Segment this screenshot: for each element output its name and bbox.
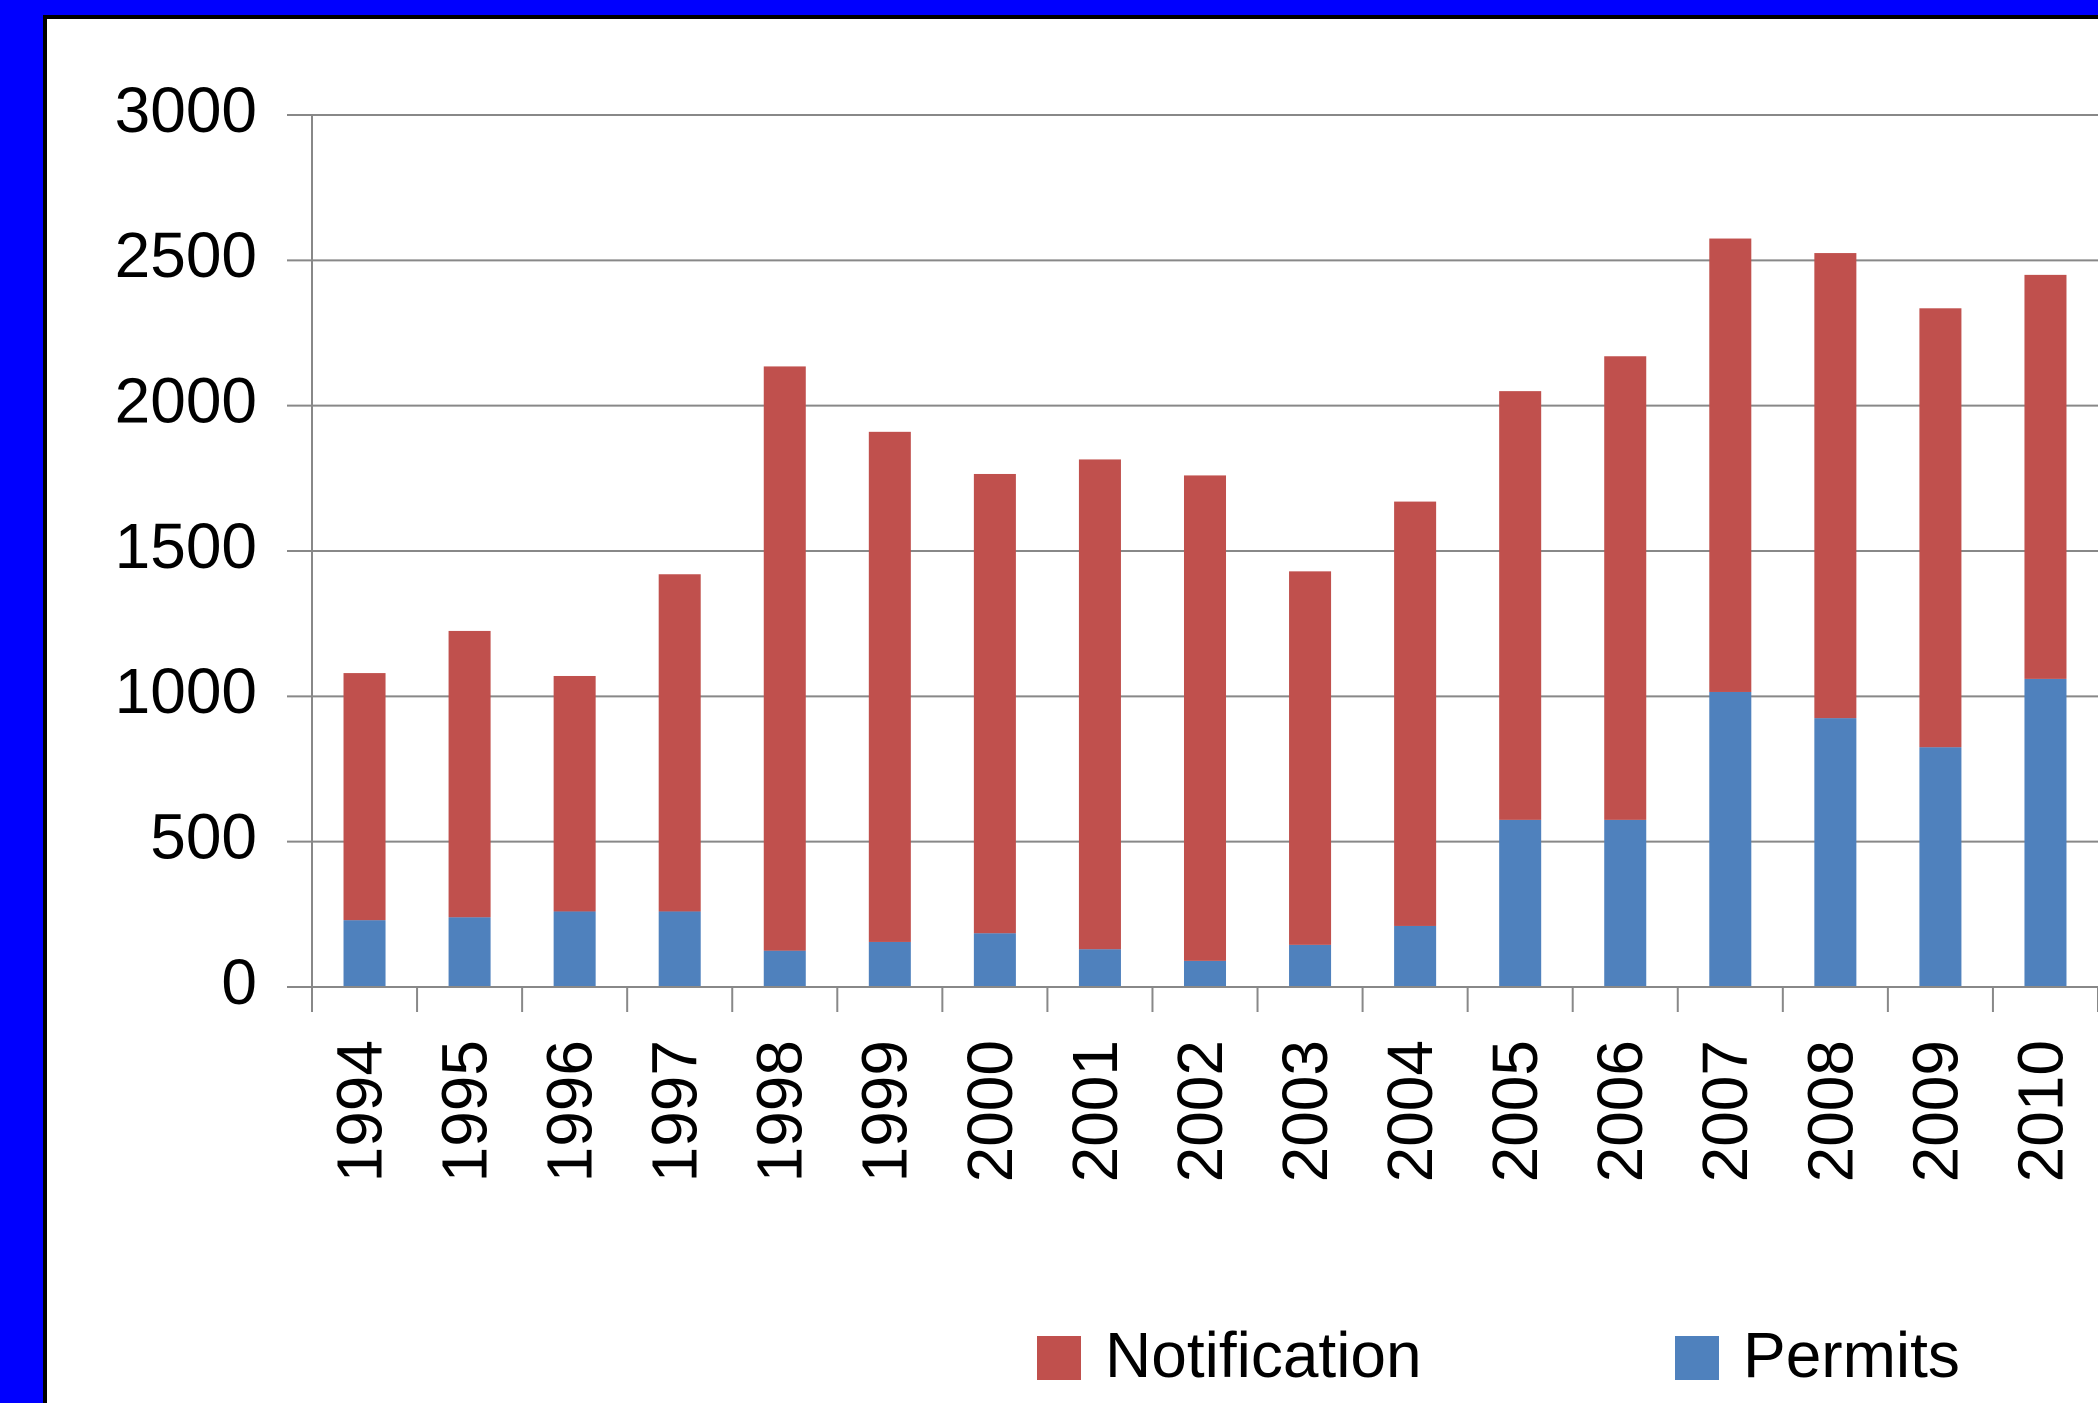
legend-label: Notification [1105, 1319, 1422, 1391]
bar-segment [1078, 459, 1121, 950]
bar-segment [973, 473, 1016, 934]
legend-swatch [1675, 1336, 1719, 1380]
bar-segment [658, 911, 701, 987]
x-tick-label: 1994 [323, 1040, 395, 1182]
bar-segment [1709, 238, 1752, 692]
y-tick-label: 2000 [115, 365, 257, 437]
x-tick-label: 2006 [1584, 1040, 1656, 1182]
bar-segment [763, 366, 806, 951]
bar-segment [1394, 925, 1437, 987]
bar-segment [763, 950, 806, 987]
bar-segment [448, 917, 491, 987]
bar-segment [1814, 253, 1857, 719]
bar-segment [868, 941, 911, 987]
legend-label: Permits [1743, 1319, 1960, 1391]
bar-segment [1814, 718, 1857, 987]
y-tick-label: 1500 [115, 510, 257, 582]
bar-segment [2024, 274, 2067, 679]
legend-swatch [1037, 1336, 1081, 1380]
chart-panel [43, 15, 2098, 1403]
x-tick-label: 2001 [1059, 1040, 1131, 1182]
x-tick-label: 1996 [534, 1040, 606, 1182]
x-tick-label: 2010 [2004, 1040, 2076, 1182]
y-tick-label: 2500 [115, 219, 257, 291]
bar-segment [1499, 819, 1542, 987]
bar-segment [1604, 356, 1647, 820]
x-tick-label: 2009 [1899, 1040, 1971, 1182]
x-tick-label: 2004 [1374, 1040, 1446, 1182]
bar-segment [1289, 944, 1332, 987]
bar-segment [868, 431, 911, 942]
x-tick-label: 2002 [1164, 1040, 1236, 1182]
bar-segment [1604, 819, 1647, 987]
y-tick-label: 500 [150, 801, 257, 873]
bar-segment [343, 673, 386, 921]
bar-segment [973, 933, 1016, 987]
x-tick-label: 1999 [849, 1040, 921, 1182]
bar-segment [1919, 308, 1962, 748]
bar-segment [1183, 475, 1227, 961]
x-tick-label: 2008 [1794, 1040, 1866, 1182]
y-tick-label: 3000 [115, 74, 257, 146]
x-tick-label: 2000 [954, 1040, 1026, 1182]
y-tick-label: 1000 [115, 655, 257, 727]
bar-segment [343, 920, 386, 987]
x-tick-label: 1995 [428, 1040, 500, 1182]
bar-segment [1499, 391, 1542, 820]
x-tick-label: 2007 [1689, 1040, 1761, 1182]
bar-segment [553, 675, 596, 912]
bar-segment [1394, 501, 1437, 926]
x-tick-label: 2003 [1269, 1040, 1341, 1182]
bar-segment [1709, 691, 1752, 987]
bar-segment [1183, 960, 1227, 987]
bar-segment [1919, 747, 1962, 987]
x-tick-label: 2005 [1479, 1040, 1551, 1182]
bar-segment [658, 574, 701, 912]
bar-segment [553, 911, 596, 987]
bar-segment [2024, 678, 2067, 987]
bar-segment [448, 630, 491, 918]
bar-segment [1078, 949, 1121, 987]
x-tick-label: 1997 [639, 1040, 711, 1182]
x-tick-label: 1998 [744, 1040, 816, 1182]
bar-segment [1289, 571, 1332, 945]
y-tick-label: 0 [221, 946, 257, 1018]
